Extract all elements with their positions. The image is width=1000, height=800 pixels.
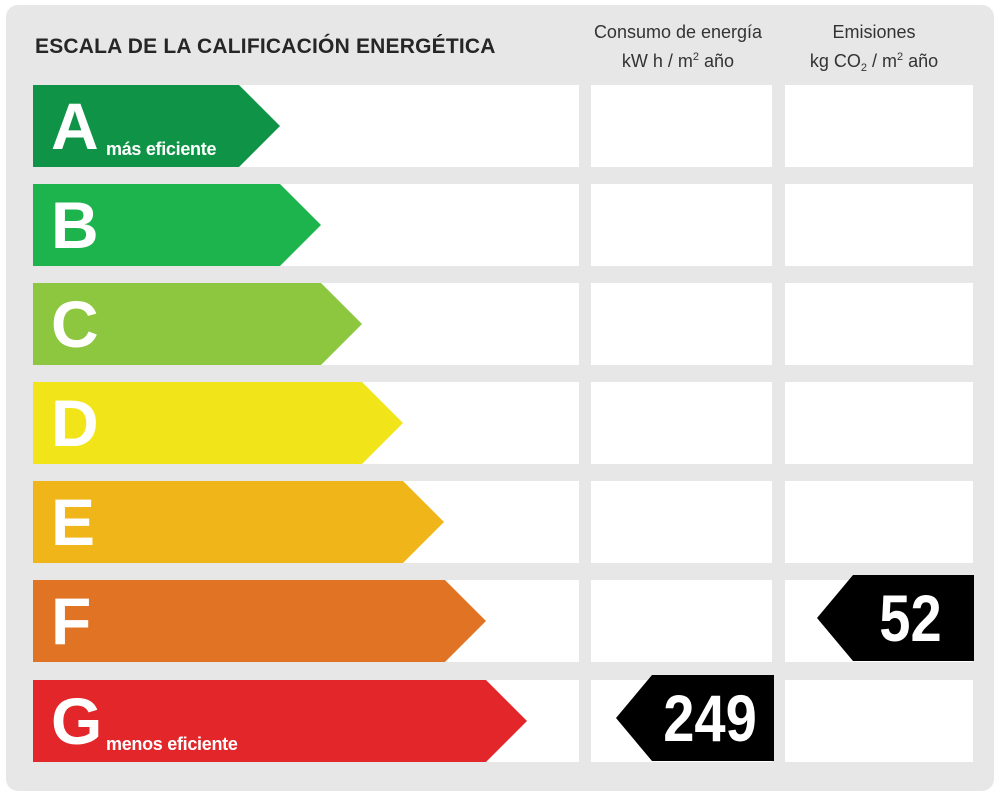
rating-arrow-g: G menos eficiente bbox=[33, 680, 527, 762]
rating-arrow-d: D bbox=[33, 382, 403, 464]
rating-letter: F bbox=[51, 584, 92, 658]
rating-row-c: C bbox=[0, 283, 1000, 365]
emissions-value: 52 bbox=[879, 581, 942, 655]
emissions-cell bbox=[785, 481, 973, 563]
emissions-cell bbox=[785, 283, 973, 365]
energy-cell bbox=[591, 481, 772, 563]
rating-letter: G bbox=[51, 684, 103, 758]
rating-row-g: G menos eficiente 249 bbox=[0, 675, 1000, 762]
energy-cell bbox=[591, 283, 772, 365]
rating-letter: D bbox=[51, 386, 99, 460]
rating-row-f: F 52 bbox=[0, 575, 1000, 662]
rating-arrow-b: B bbox=[33, 184, 321, 266]
energy-cell bbox=[591, 85, 772, 167]
rating-row-e: E bbox=[0, 481, 1000, 563]
emissions-cell bbox=[785, 680, 973, 762]
emissions-header-unit: kg CO2 / m2 año bbox=[809, 51, 939, 74]
energy-column-header: Consumo de energía kW h / m2 año bbox=[583, 18, 773, 76]
rating-letter: B bbox=[51, 188, 99, 262]
rating-row-d: D bbox=[0, 382, 1000, 464]
emissions-column-header: Emisiones kg CO2 / m2 año bbox=[778, 18, 970, 76]
energy-cell bbox=[591, 382, 772, 464]
energy-cell bbox=[591, 184, 772, 266]
rating-letter: E bbox=[51, 485, 96, 559]
emissions-cell bbox=[785, 85, 973, 167]
emissions-value-badge: 52 bbox=[817, 575, 974, 661]
rating-letter: C bbox=[51, 287, 99, 361]
rating-arrow-a: A más eficiente bbox=[33, 85, 280, 167]
rating-letter: A bbox=[51, 89, 99, 163]
emissions-header-line1: Emisiones bbox=[832, 22, 916, 42]
emissions-cell bbox=[785, 382, 973, 464]
energy-value-badge: 249 bbox=[616, 675, 774, 761]
rating-sublabel: menos eficiente bbox=[106, 734, 238, 754]
energy-value: 249 bbox=[663, 681, 757, 755]
rating-arrow-e: E bbox=[33, 481, 444, 563]
scale-title: ESCALA DE LA CALIFICACIÓN ENERGÉTICA bbox=[35, 35, 496, 58]
rating-row-b: B bbox=[0, 184, 1000, 266]
rating-row-a: A más eficiente bbox=[0, 85, 1000, 167]
rating-sublabel: más eficiente bbox=[106, 139, 217, 159]
energy-cell bbox=[591, 580, 772, 662]
energy-header-unit: kW h / m2 año bbox=[621, 51, 735, 71]
energy-header-line1: Consumo de energía bbox=[593, 22, 763, 42]
emissions-cell bbox=[785, 184, 973, 266]
rating-arrow-c: C bbox=[33, 283, 362, 365]
rating-arrow-f: F bbox=[33, 580, 486, 662]
